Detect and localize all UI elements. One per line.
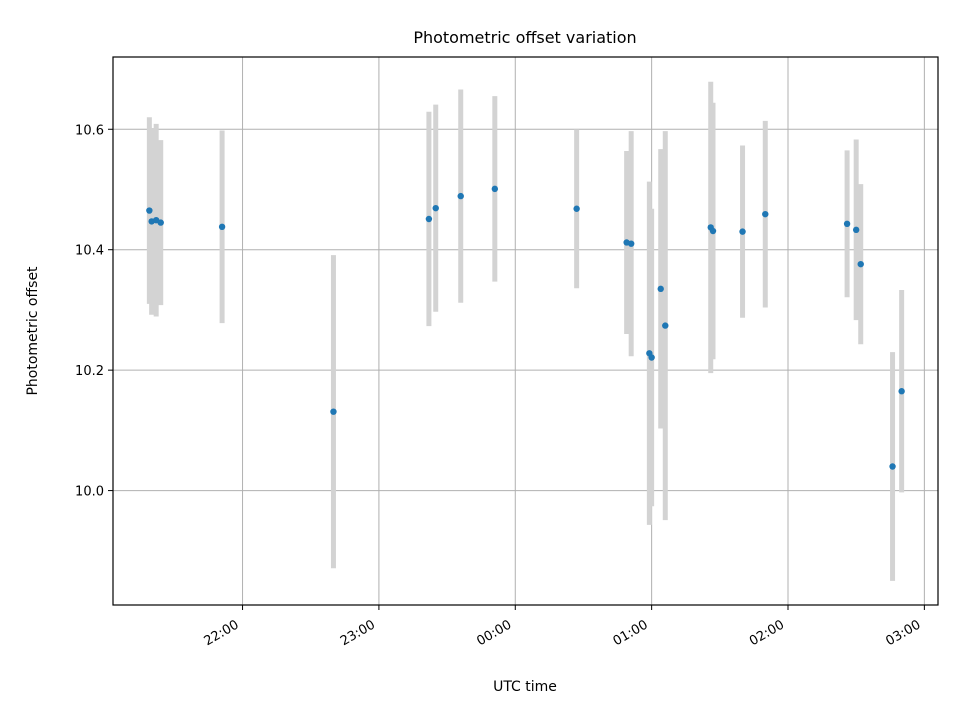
data-point	[573, 205, 580, 212]
data-point	[739, 228, 746, 235]
data-point	[432, 204, 439, 212]
data-point	[146, 207, 153, 214]
y-tick-label: 10.4	[75, 244, 104, 259]
data-point	[898, 388, 905, 395]
data-point	[648, 354, 655, 361]
data-point	[852, 226, 860, 234]
data-point	[218, 223, 226, 231]
data-point	[457, 192, 464, 200]
data-points	[146, 185, 905, 470]
plot-frame	[112, 56, 939, 606]
chart-title: Photometric offset variation	[413, 28, 636, 47]
data-point	[627, 240, 635, 247]
data-point	[491, 185, 499, 193]
y-ticks: 10.0 10.2 10.4 10.6	[75, 123, 113, 500]
data-point	[857, 260, 864, 268]
grid	[113, 57, 938, 605]
data-point	[762, 210, 769, 218]
data-point	[709, 227, 717, 235]
data-point	[662, 322, 669, 329]
data-point	[889, 463, 896, 470]
data-point	[843, 220, 851, 228]
data-point	[425, 215, 433, 223]
y-tick-label: 10.6	[75, 123, 104, 138]
y-tick-label: 10.2	[75, 364, 104, 379]
y-tick-label: 10.0	[75, 485, 104, 500]
data-point	[657, 285, 664, 293]
data-point	[157, 219, 164, 226]
x-axis-label: UTC time	[493, 679, 557, 695]
y-axis-label: Photometric offset	[25, 266, 41, 396]
data-point	[330, 408, 337, 415]
